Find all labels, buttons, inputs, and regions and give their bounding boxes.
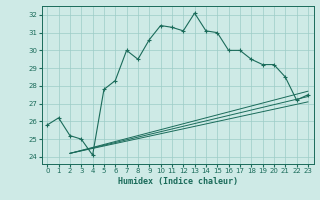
X-axis label: Humidex (Indice chaleur): Humidex (Indice chaleur) bbox=[118, 177, 237, 186]
